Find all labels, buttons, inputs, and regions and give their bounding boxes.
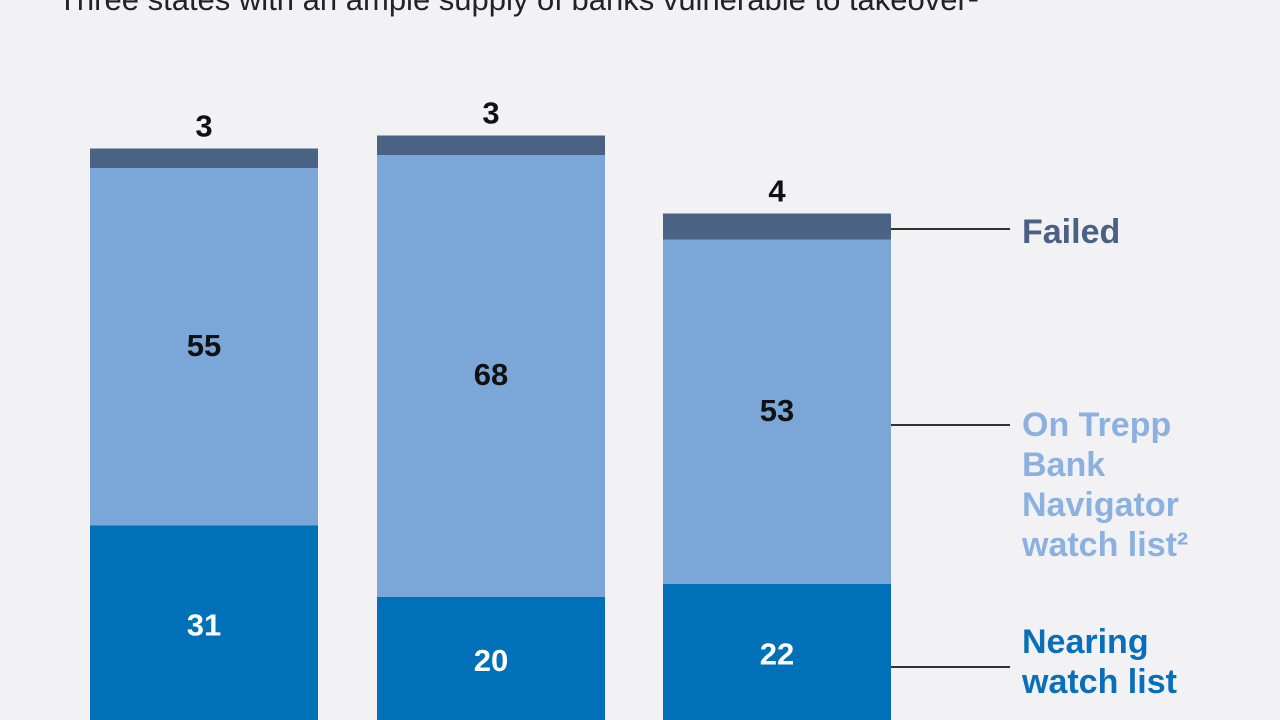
legend-label: Failed xyxy=(1022,213,1121,251)
legend-label: Nearing watch list xyxy=(1022,623,1177,701)
bar-segment xyxy=(663,239,891,584)
bar-segment xyxy=(90,148,318,168)
value-label: 55 xyxy=(187,328,221,363)
bar-segment xyxy=(377,155,605,597)
bar-segment xyxy=(90,168,318,526)
bar-segment xyxy=(377,135,605,155)
legend-label: On Trepp Bank Navigator watch list² xyxy=(1022,406,1189,564)
value-label: 22 xyxy=(760,637,794,672)
bar-segment xyxy=(377,597,605,720)
value-label: 4 xyxy=(768,174,786,209)
bar-segment xyxy=(663,213,891,240)
value-label: 68 xyxy=(474,357,508,392)
value-label: 3 xyxy=(195,109,212,144)
value-label: 3 xyxy=(482,96,499,131)
value-label: 53 xyxy=(760,393,794,428)
bar-segment xyxy=(90,525,318,720)
value-label: 31 xyxy=(187,607,221,642)
chart-title: Three states with an ample supply of ban… xyxy=(58,0,1068,19)
bar-segment xyxy=(663,584,891,720)
value-label: 20 xyxy=(474,643,508,678)
